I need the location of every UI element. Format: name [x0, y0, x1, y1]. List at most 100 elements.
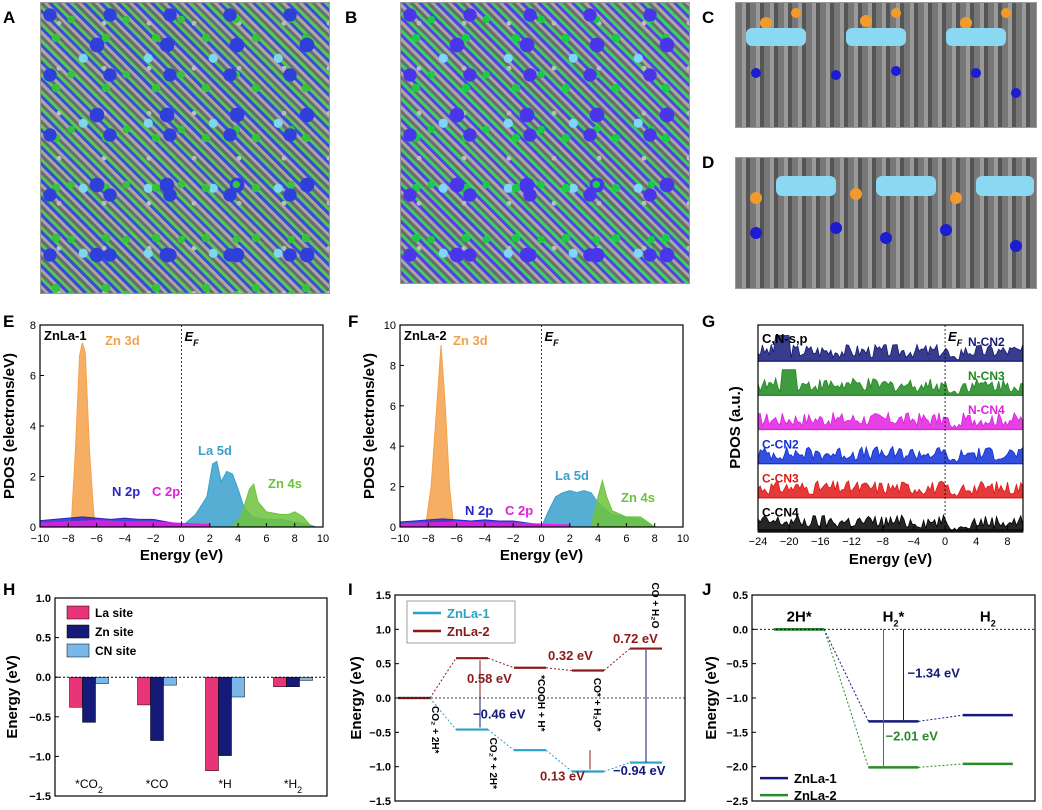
- bar-cn-site: [299, 676, 313, 681]
- y-axis-label: PDOS (electrons/eV): [1, 353, 18, 499]
- x-tick-label: −10: [31, 533, 50, 545]
- x-tick-label: 10: [317, 533, 329, 545]
- legend-label: ZnLa-2: [794, 788, 837, 803]
- bar-zn-site: [286, 676, 300, 687]
- y-tick-label: 1.0: [376, 624, 391, 636]
- y-axis-label: Energy (eV): [703, 656, 720, 739]
- x-tick-label: −4: [119, 533, 132, 545]
- series-label-n-2p: N 2p: [112, 484, 140, 499]
- panel-label-i: I: [348, 580, 353, 599]
- series-zn-3d: [400, 345, 455, 528]
- chart-title: ZnLa-1: [44, 328, 87, 343]
- state-label: H2*: [883, 608, 905, 628]
- x-tick-label: 6: [623, 533, 629, 545]
- x-tick-label: −4: [479, 533, 492, 545]
- y-tick-label: 0.5: [733, 590, 748, 602]
- connector-znla-2: [429, 657, 457, 699]
- fermi-label: EF: [185, 329, 200, 348]
- series-c-cn4: [757, 513, 1024, 533]
- y-axis-label: PDOS (a.u.): [727, 386, 744, 469]
- bar-cn-site: [95, 676, 109, 684]
- barrier-annotation: 0.58 eV: [467, 671, 512, 686]
- bar-la-site: [137, 676, 151, 706]
- x-tick-label: −2: [507, 533, 520, 545]
- series-zn-4s: [229, 482, 313, 528]
- y-tick-label: 0: [30, 522, 36, 534]
- legend-label: Zn site: [95, 625, 134, 639]
- state-label: H2: [980, 608, 996, 628]
- x-tick-label: 4: [235, 533, 241, 545]
- series-label-n-cn3: N-CN3: [968, 369, 1005, 383]
- barrier-annotation: −1.34 eV: [908, 665, 961, 680]
- panel-label-h: H: [3, 580, 16, 599]
- series-label-n-2p: N 2p: [465, 503, 493, 518]
- y-tick-label: 10: [384, 320, 396, 332]
- series-label-zn-3d: Zn 3d: [105, 333, 140, 348]
- x-tick-label: 8: [652, 533, 658, 545]
- x-tick-label: −10: [391, 533, 410, 545]
- y-tick-label: −1.0: [726, 693, 748, 705]
- connector-znla-2: [545, 667, 573, 672]
- y-tick-label: 0.5: [36, 633, 51, 645]
- legend-swatch: [66, 624, 90, 639]
- y-tick-label: −1.0: [29, 751, 51, 763]
- series-label-c-2p: C 2p: [505, 503, 533, 518]
- y-tick-label: 4: [390, 441, 396, 453]
- connector-znla-1: [918, 714, 963, 722]
- plot-frame: [757, 324, 1024, 531]
- slab-atoms-c: [746, 8, 1021, 98]
- charge-density-image-b: [400, 2, 690, 284]
- state-label: CO* + H₂O*: [591, 678, 602, 732]
- y-tick-label: −1.0: [369, 762, 391, 774]
- x-tick-label: 4: [973, 536, 979, 548]
- y-tick-label: 4: [30, 421, 36, 433]
- bar-la-site: [69, 676, 83, 708]
- x-tick-label: 10: [677, 533, 689, 545]
- y-tick-label: 0.0: [733, 624, 748, 636]
- connector-znla-1: [823, 629, 869, 722]
- pdos-chart-znla1: −10 −8 −6 −4 −2 0 2 4 6 8 10 0 2 4 6 8 Energy (eV) PDOS (…: [1, 320, 329, 564]
- category-label: *H2: [284, 777, 302, 795]
- series-label-c-cn4: C-CN4: [762, 506, 799, 520]
- series-label-c-cn3: C-CN3: [762, 471, 799, 485]
- series-c-cn2: [757, 445, 1024, 465]
- legend-swatch: [66, 643, 90, 658]
- y-tick-label: 2: [30, 472, 36, 484]
- fermi-label: EF: [948, 329, 963, 348]
- x-tick-label: 0: [942, 536, 948, 548]
- state-label: CO₂* + 2H*: [487, 738, 498, 790]
- bar-la-site: [273, 676, 287, 687]
- series-label-c-cn2: C-CN2: [762, 437, 799, 451]
- series-n-cn4: [757, 411, 1024, 430]
- bar-la-site: [205, 676, 219, 771]
- x-tick-label: −8: [422, 533, 435, 545]
- x-tick-label: −6: [90, 533, 103, 545]
- y-tick-label: −2.0: [726, 762, 748, 774]
- x-axis-label: Energy (eV): [140, 547, 223, 564]
- series-label-zn-4s: Zn 4s: [268, 476, 302, 491]
- co2-reduction-energy-diagram: 1.5 1.0 0.5 0.0 −0.5 −1.0 −1.5 Energy (eV) ZnLa-…: [348, 583, 686, 808]
- barrier-annotation: 0.72 eV: [613, 631, 658, 646]
- legend-label: ZnLa-1: [447, 606, 490, 621]
- bar-cn-site: [163, 676, 177, 686]
- y-axis-label: PDOS (electrons/eV): [361, 353, 378, 499]
- connector-znla-1: [487, 729, 515, 751]
- y-tick-label: −1.5: [726, 727, 748, 739]
- adsorption-energy-bar-chart: *CO2 *CO *H *H2 1.0 0.5 0.0 −0.5 −1.0 −1.5 Energy …: [4, 593, 328, 803]
- slab-structure-image-d: [735, 157, 1037, 289]
- x-tick-label: −16: [811, 536, 830, 548]
- bar-cn-site: [231, 676, 245, 698]
- connector-znla-2: [487, 657, 515, 669]
- panel-label-j: J: [702, 580, 712, 599]
- state-label: *COOH + H*: [535, 675, 546, 732]
- plot-frame: [54, 597, 328, 797]
- x-tick-label: −24: [749, 536, 768, 548]
- category-label: *CO: [146, 777, 169, 791]
- series-label-la-5d: La 5d: [198, 443, 232, 458]
- state-label: CO + H₂O: [649, 583, 660, 629]
- y-tick-label: 0.0: [36, 672, 51, 684]
- panel-label-b: B: [345, 8, 358, 27]
- x-tick-label: −8: [876, 536, 889, 548]
- series-label-c-2p: C 2p: [152, 484, 180, 499]
